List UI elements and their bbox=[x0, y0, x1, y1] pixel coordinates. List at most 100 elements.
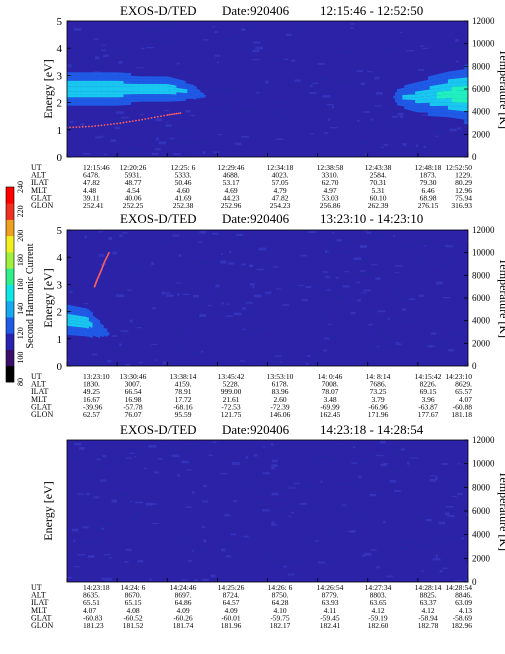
spectrogram-cell bbox=[94, 97, 97, 101]
spectrogram-cell bbox=[107, 102, 110, 106]
texture-speck bbox=[267, 567, 272, 569]
texture-speck bbox=[87, 555, 95, 558]
texture-speck bbox=[291, 32, 295, 36]
texture-speck bbox=[363, 289, 371, 292]
spectrogram-cell bbox=[460, 69, 463, 74]
spectrogram-cell bbox=[110, 83, 113, 87]
spectrogram-cell bbox=[90, 97, 93, 101]
spectrogram-cell bbox=[176, 85, 179, 88]
spectrogram-cell bbox=[183, 90, 186, 93]
texture-speck bbox=[276, 498, 285, 501]
spectrogram-cell bbox=[402, 87, 405, 91]
texture-speck bbox=[358, 475, 362, 479]
texture-speck bbox=[357, 119, 360, 122]
spectrogram-cell bbox=[134, 89, 137, 92]
spectrogram-cell bbox=[72, 323, 75, 327]
texture-speck bbox=[135, 501, 143, 504]
spectrogram-cell bbox=[192, 85, 195, 88]
texture-speck bbox=[151, 343, 158, 345]
spectrogram-cell bbox=[154, 86, 157, 89]
spectrogram-cell bbox=[438, 84, 441, 89]
spectrogram-cell bbox=[116, 72, 119, 76]
spectrogram-cell bbox=[407, 84, 410, 87]
texture-speck bbox=[325, 275, 330, 279]
spectrogram-cell bbox=[447, 94, 451, 99]
spectrogram-cell bbox=[165, 91, 168, 95]
spectrogram-cell bbox=[433, 75, 436, 79]
spectrogram-cell bbox=[72, 100, 75, 103]
spectrogram-cell bbox=[451, 82, 454, 87]
spectrogram-cell bbox=[163, 96, 166, 100]
spectrogram-cell bbox=[123, 89, 126, 92]
spectrogram-cell bbox=[415, 91, 418, 95]
spectrogram-cell bbox=[406, 102, 409, 105]
texture-speck bbox=[155, 39, 163, 43]
texture-speck bbox=[215, 284, 220, 288]
spectrogram-cell bbox=[130, 86, 133, 89]
spectrogram-cell bbox=[159, 94, 163, 97]
texture-speck bbox=[395, 289, 400, 292]
spectrogram-cell bbox=[165, 89, 168, 92]
spectrogram-cell bbox=[422, 99, 425, 104]
spectrogram-cell bbox=[201, 95, 205, 97]
spectrogram-cell bbox=[134, 91, 137, 95]
texture-speck bbox=[165, 121, 169, 123]
spectrogram-cell bbox=[429, 109, 432, 113]
spectrogram-cell bbox=[130, 78, 133, 82]
texture-speck bbox=[150, 29, 157, 32]
spectrogram-cell bbox=[460, 110, 463, 116]
texture-speck bbox=[401, 308, 407, 311]
spectrogram-cell bbox=[68, 102, 71, 106]
texture-speck bbox=[252, 49, 260, 53]
texture-speck bbox=[394, 272, 400, 274]
spectrogram-cell bbox=[181, 86, 184, 89]
spectrogram-cell bbox=[457, 90, 460, 95]
ephemeris-cell: 6.46 bbox=[421, 186, 434, 195]
texture-speck bbox=[131, 268, 137, 271]
spectrogram-cell bbox=[97, 89, 101, 92]
texture-speck bbox=[74, 51, 78, 54]
spectrogram-cell bbox=[99, 77, 102, 81]
ephemeris-cell: 4159. bbox=[175, 380, 192, 389]
texture-speck bbox=[271, 467, 276, 470]
ephemeris-cell: 6178. bbox=[272, 380, 289, 389]
spectrogram-cell bbox=[68, 77, 71, 81]
ephemeris-cell: 14: 8:14 bbox=[366, 372, 391, 381]
spectrogram-cell bbox=[83, 80, 86, 84]
plot-area bbox=[67, 230, 468, 366]
ephemeris-cell: 53.17 bbox=[223, 178, 240, 187]
spectrogram-cell bbox=[72, 75, 75, 78]
texture-speck bbox=[341, 322, 346, 324]
texture-speck bbox=[95, 136, 101, 139]
ephemeris-cell: 182.17 bbox=[270, 621, 291, 630]
texture-speck bbox=[281, 364, 287, 366]
spectrogram-cell bbox=[114, 89, 117, 92]
spectrogram-cell bbox=[121, 83, 124, 87]
spectrogram-cell bbox=[90, 91, 93, 95]
spectrogram-cell bbox=[431, 106, 434, 110]
spectrogram-cell bbox=[196, 92, 199, 94]
spectrogram-cell bbox=[424, 93, 427, 97]
energy-tick-label: 2 bbox=[57, 307, 63, 319]
spectrogram-cell bbox=[420, 90, 423, 94]
texture-speck bbox=[282, 304, 290, 306]
spectrogram-cell bbox=[81, 316, 84, 320]
spectrogram-cell bbox=[416, 100, 420, 104]
ephemeris-cell: 13:38:14 bbox=[170, 372, 197, 381]
spectrogram-cell bbox=[88, 323, 91, 327]
spectrogram-cell bbox=[190, 91, 194, 94]
texture-speck bbox=[193, 294, 200, 298]
spectrogram-cell bbox=[424, 106, 427, 110]
spectrogram-cell bbox=[143, 91, 146, 95]
spectrogram-cell bbox=[97, 333, 101, 336]
texture-speck bbox=[194, 579, 198, 582]
texture-speck bbox=[220, 472, 228, 475]
spectrogram-cell bbox=[429, 106, 432, 110]
texture-speck bbox=[317, 63, 325, 65]
spectrogram-cell bbox=[92, 89, 95, 92]
temperature-point bbox=[128, 120, 131, 123]
spectrogram-cell bbox=[79, 318, 82, 322]
spectrogram-cell bbox=[99, 323, 102, 326]
spectrogram-cell bbox=[447, 86, 451, 91]
